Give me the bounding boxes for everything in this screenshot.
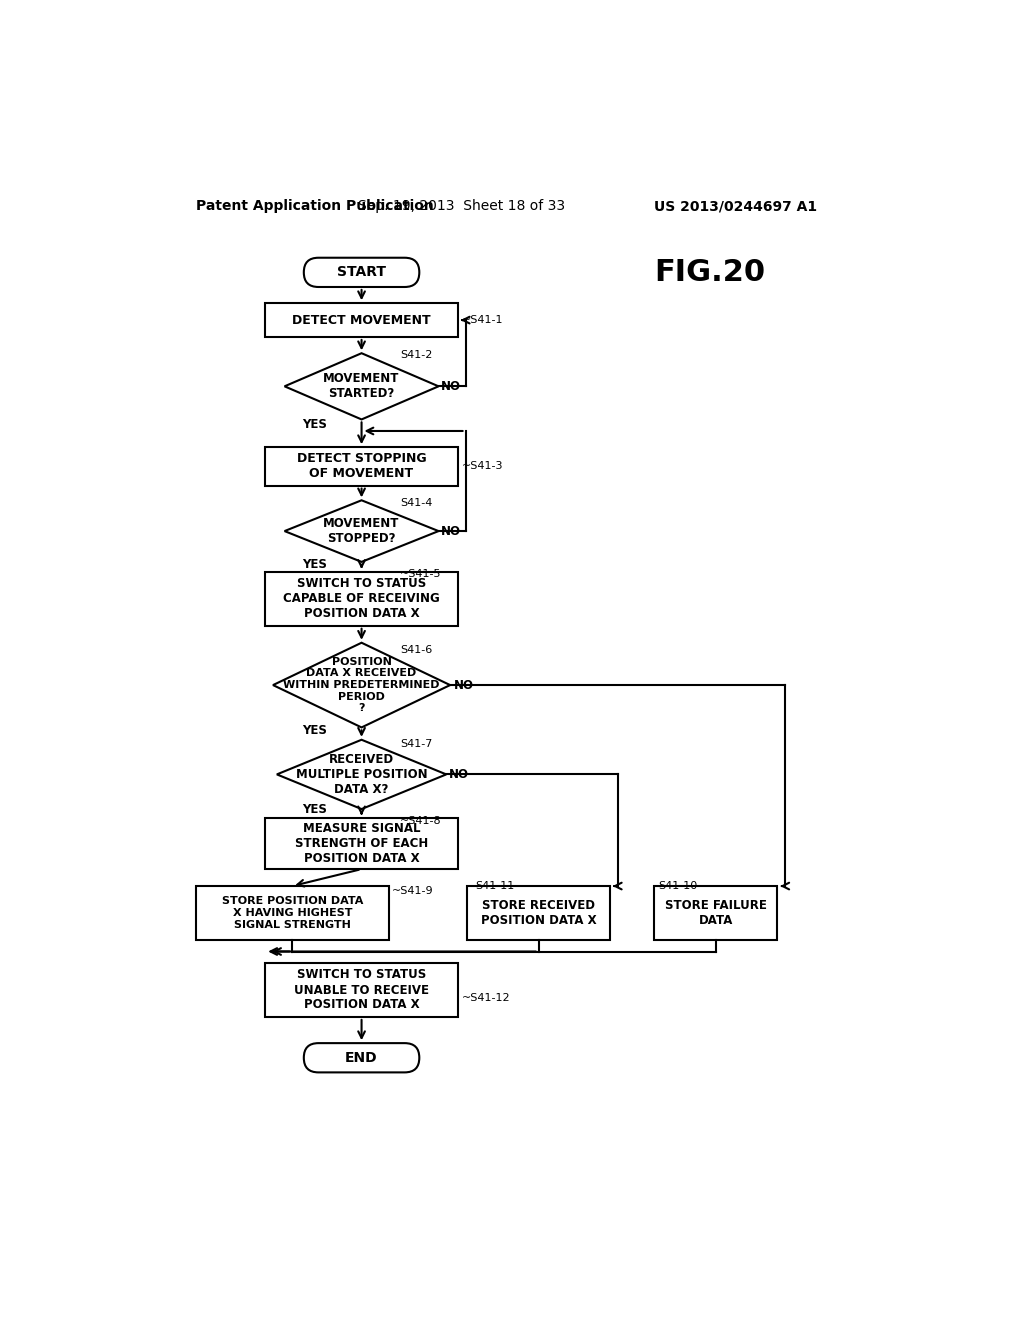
Text: END: END (345, 1051, 378, 1065)
Bar (654, 886, 777, 940)
Bar (196, 886, 388, 940)
Text: Patent Application Publication: Patent Application Publication (196, 199, 434, 213)
Text: NO: NO (454, 678, 474, 692)
Text: Sep. 19, 2013  Sheet 18 of 33: Sep. 19, 2013 Sheet 18 of 33 (358, 199, 565, 213)
Text: STORE POSITION DATA
X HAVING HIGHEST
SIGNAL STRENGTH: STORE POSITION DATA X HAVING HIGHEST SIG… (221, 896, 362, 929)
Text: YES: YES (302, 723, 327, 737)
Text: DETECT MOVEMENT: DETECT MOVEMENT (292, 314, 431, 326)
Text: MEASURE SIGNAL
STRENGTH OF EACH
POSITION DATA X: MEASURE SIGNAL STRENGTH OF EACH POSITION… (295, 822, 428, 865)
Text: ~S41-9: ~S41-9 (392, 887, 434, 896)
Text: RECEIVED
MULTIPLE POSITION
DATA X?: RECEIVED MULTIPLE POSITION DATA X? (296, 752, 427, 796)
Text: YES: YES (302, 558, 327, 572)
Text: NO: NO (441, 524, 461, 537)
Text: ~S41-5: ~S41-5 (400, 569, 441, 579)
Bar (265, 447, 458, 486)
Text: ~S41-8: ~S41-8 (400, 816, 441, 825)
Text: S41-6: S41-6 (400, 644, 432, 655)
Text: SWITCH TO STATUS
CAPABLE OF RECEIVING
POSITION DATA X: SWITCH TO STATUS CAPABLE OF RECEIVING PO… (284, 577, 440, 620)
Text: STORE FAILURE
DATA: STORE FAILURE DATA (665, 899, 767, 927)
Text: YES: YES (302, 803, 327, 816)
Text: MOVEMENT
STOPPED?: MOVEMENT STOPPED? (324, 517, 399, 545)
Text: YES: YES (302, 417, 327, 430)
Bar (265, 572, 458, 626)
Text: S41-10: S41-10 (658, 880, 697, 891)
Bar (265, 304, 458, 337)
Text: NO: NO (449, 768, 469, 781)
Text: S41-7: S41-7 (400, 739, 432, 748)
Text: US 2013/0244697 A1: US 2013/0244697 A1 (654, 199, 817, 213)
Text: S41-11: S41-11 (475, 880, 515, 891)
Text: NO: NO (441, 380, 461, 393)
Bar (265, 818, 458, 869)
Text: FIG.20: FIG.20 (654, 257, 765, 286)
Text: STORE RECEIVED
POSITION DATA X: STORE RECEIVED POSITION DATA X (481, 899, 596, 927)
Text: START: START (337, 265, 386, 280)
Text: ~S41-1: ~S41-1 (462, 315, 503, 325)
Text: POSITION
DATA X RECEIVED
WITHIN PREDETERMINED
PERIOD
?: POSITION DATA X RECEIVED WITHIN PREDETER… (284, 657, 440, 713)
Text: ~S41-3: ~S41-3 (462, 462, 503, 471)
Text: DETECT STOPPING
OF MOVEMENT: DETECT STOPPING OF MOVEMENT (297, 453, 426, 480)
Bar (265, 964, 458, 1016)
Text: MOVEMENT
STARTED?: MOVEMENT STARTED? (324, 372, 399, 400)
Bar (467, 886, 610, 940)
Text: ~S41-12: ~S41-12 (462, 993, 510, 1003)
Text: S41-2: S41-2 (400, 350, 432, 360)
Text: S41-4: S41-4 (400, 499, 432, 508)
Text: SWITCH TO STATUS
UNABLE TO RECEIVE
POSITION DATA X: SWITCH TO STATUS UNABLE TO RECEIVE POSIT… (294, 969, 429, 1011)
